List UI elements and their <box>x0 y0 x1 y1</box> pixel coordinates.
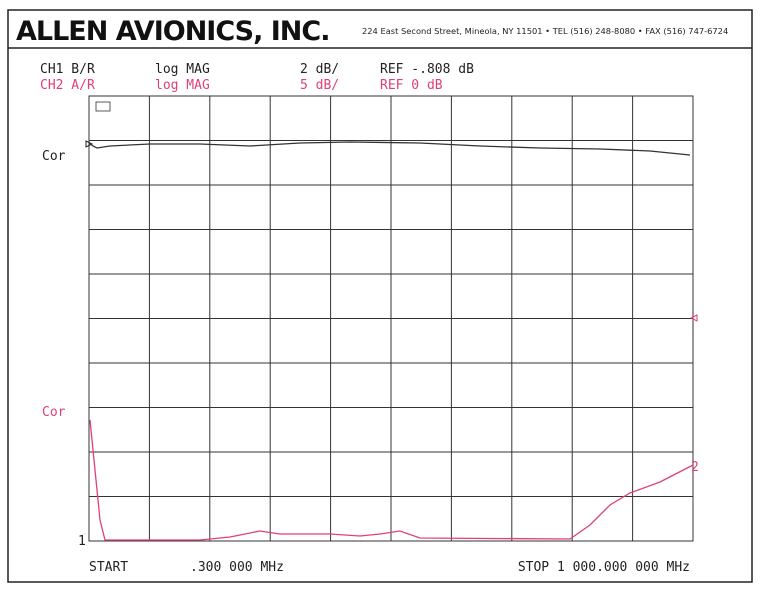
stop-label: STOP 1 000.000 000 MHz <box>518 560 690 575</box>
channel-reference: REF 0 dB <box>380 78 443 93</box>
graticule <box>88 95 694 542</box>
ch1-trace <box>88 141 691 156</box>
company-name: ALLEN AVIONICS, INC. <box>16 16 329 47</box>
ref-label: Cor <box>42 149 66 164</box>
channel-scale: 5 dB/ <box>300 78 339 93</box>
channel-scale: 2 dB/ <box>300 62 339 77</box>
ch2-settings: CH2 A/R log MAG 5 dB/ REF 0 dB <box>40 78 443 93</box>
ch2-trace <box>89 419 694 541</box>
channel-format: log MAG <box>155 62 210 77</box>
status-icon <box>95 101 111 112</box>
trace-label: 1 <box>78 534 86 549</box>
start-label: START <box>89 560 128 575</box>
channel-reference: REF -.808 dB <box>380 62 474 77</box>
ref-label: Cor <box>42 405 66 420</box>
trace-label: 2 <box>691 460 699 475</box>
company-address: 224 East Second Street, Mineola, NY 1150… <box>362 26 728 36</box>
start-value: .300 000 MHz <box>190 560 284 575</box>
channel-name: CH2 A/R <box>40 78 95 93</box>
ref-marker <box>85 140 94 148</box>
ch1-settings: CH1 B/R log MAG 2 dB/ REF -.808 dB <box>40 62 474 77</box>
channel-format: log MAG <box>155 78 210 93</box>
channel-name: CH1 B/R <box>40 62 95 77</box>
frame <box>7 9 753 583</box>
ref-marker <box>689 314 698 322</box>
